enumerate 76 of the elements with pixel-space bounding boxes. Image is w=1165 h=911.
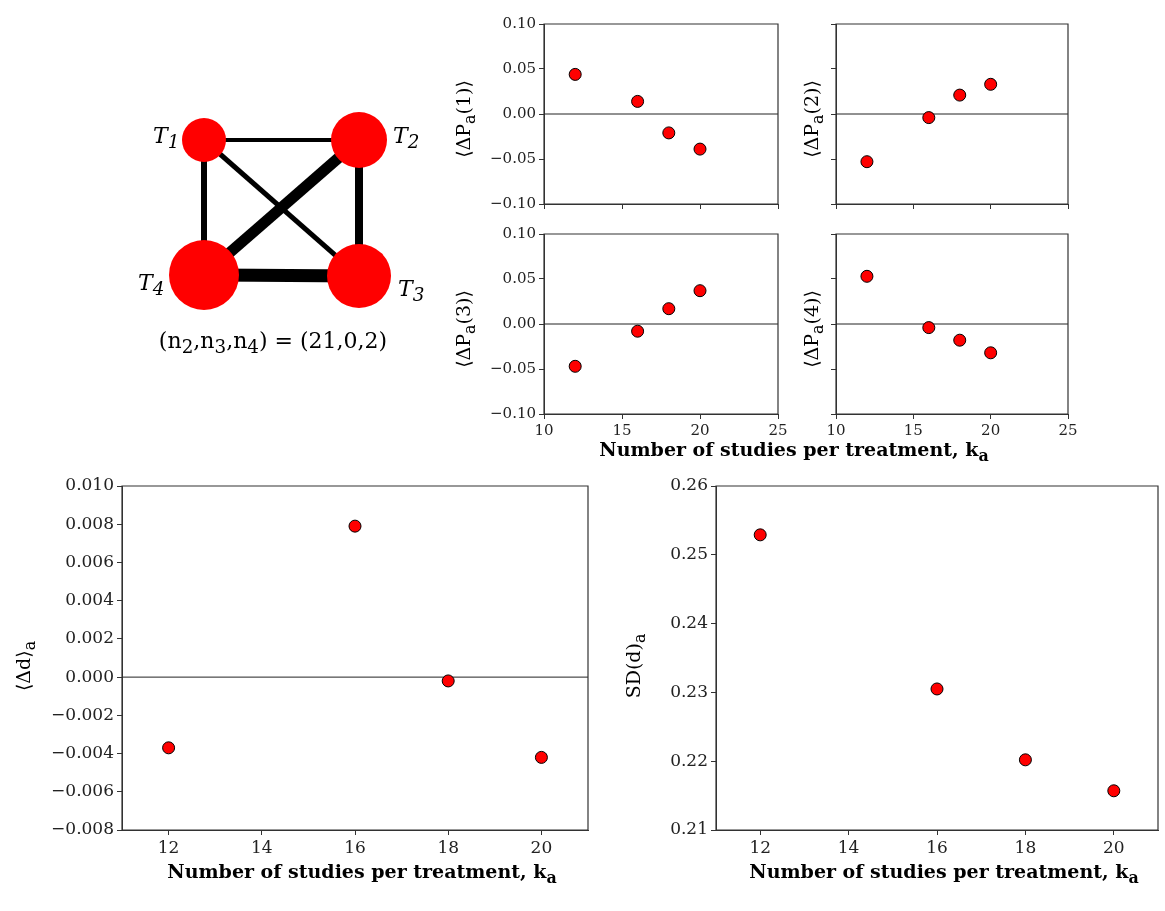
y-tick-label: 0.002 (65, 627, 114, 648)
y-tick-label: 0.10 (502, 223, 536, 242)
text: (n$_{2}$,n$_{3}$,n$_{4}$) = (21,0,2) (157, 328, 389, 358)
point (162, 741, 176, 755)
point (662, 302, 676, 316)
point (984, 77, 998, 91)
y-tick-label: −0.10 (490, 193, 536, 212)
x-tick-label: 25 (768, 420, 788, 439)
y-tick-label: 0.00 (502, 103, 536, 122)
point (953, 88, 967, 102)
y-tick-label: 0.26 (670, 474, 708, 495)
point (984, 346, 998, 360)
point (753, 528, 767, 542)
point (693, 284, 707, 298)
x-tick-label: 16 (344, 836, 366, 857)
x-tick-label: 20 (981, 420, 1001, 439)
y-tick-label: 0.23 (670, 680, 708, 701)
y-tick-label: 0.006 (65, 550, 114, 571)
y-tick-label: 0.05 (502, 268, 536, 287)
x-tick-label: 10 (534, 420, 554, 439)
y-tick-label: 0.008 (65, 512, 114, 533)
point (534, 750, 548, 764)
x-tick-label: 12 (157, 836, 180, 857)
point (922, 111, 936, 125)
y-tick-label: 0.22 (670, 749, 708, 770)
y-tick-label: −0.10 (490, 403, 536, 422)
y-tick-label: 0.004 (65, 589, 114, 610)
point (860, 155, 874, 169)
point (441, 674, 455, 688)
y-tick-label: −0.004 (51, 741, 114, 762)
x-tick-label: 14 (250, 836, 273, 857)
y-tick-label: 0.05 (502, 58, 536, 77)
point (568, 359, 582, 373)
point (662, 126, 676, 140)
point (1018, 753, 1032, 767)
point (860, 269, 874, 283)
x-tick-label: 16 (926, 836, 948, 857)
point (631, 324, 645, 338)
y-tick-label: 0.21 (670, 818, 708, 839)
x-tick-label: 10 (826, 420, 846, 439)
point (930, 682, 944, 696)
x-tick-label: 12 (749, 836, 772, 857)
x-tick-label: 25 (1058, 420, 1078, 439)
x-axis-title: Number of studies per treatment, k$_{a}$ (166, 860, 558, 887)
y-tick-label: 0.10 (502, 13, 536, 32)
y-tick-label: −0.006 (51, 780, 114, 801)
y-tick-label: 0.010 (65, 474, 114, 495)
text: T$_{4}$ (138, 270, 165, 300)
x-tick-label: 20 (690, 420, 710, 439)
point (348, 519, 362, 533)
y-tick-label: 0.25 (670, 543, 708, 564)
x-axis-title: Number of studies per treatment, k$_{a}$ (748, 860, 1140, 887)
point (693, 142, 707, 156)
point (922, 321, 936, 335)
y-tick-label: −0.002 (51, 703, 114, 724)
x-tick-label: 20 (530, 836, 553, 857)
x-tick-label: 18 (437, 836, 460, 857)
x-tick-label: 15 (903, 420, 923, 439)
x-tick-label: 20 (1102, 836, 1125, 857)
x-tick-label: 14 (837, 836, 860, 857)
x-tick-label: 18 (1014, 836, 1037, 857)
y-tick-label: 0.00 (502, 313, 536, 332)
y-tick-label: 0.000 (65, 665, 114, 686)
x-axis-title: Number of studies per treatment, k$_{a}$ (598, 438, 990, 465)
x-tick-label: 15 (612, 420, 632, 439)
y-tick-label: −0.05 (490, 148, 536, 167)
text: T$_{2}$ (393, 123, 420, 153)
point (1107, 784, 1121, 798)
point (953, 333, 967, 347)
point (631, 94, 645, 108)
y-tick-label: −0.05 (490, 358, 536, 377)
y-tick-label: 0.24 (670, 612, 708, 633)
point (568, 67, 582, 81)
text: T$_{1}$ (153, 123, 180, 153)
y-tick-label: −0.008 (51, 818, 114, 839)
text: T$_{3}$ (398, 276, 425, 306)
